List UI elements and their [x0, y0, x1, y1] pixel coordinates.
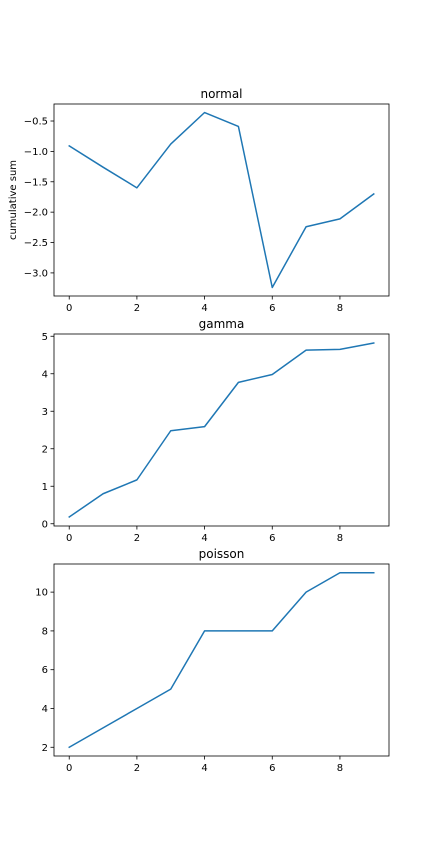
gamma-x-tick-label: 0	[66, 533, 72, 544]
gamma-x-tick-label: 4	[201, 533, 207, 544]
gamma-x-tick-label: 8	[337, 533, 343, 544]
poisson-y-tick-label: 2	[42, 743, 48, 754]
gamma-series-line	[68, 342, 375, 519]
normal-series-line	[68, 111, 375, 289]
normal-y-tick-label: −2.5	[24, 238, 48, 249]
poisson-x-tick-label: 8	[337, 763, 343, 774]
normal-subplot: 0 2 4 6 8 −0.5 −1.0 −1.5 −2.0 −2.5 −3.0 normal cumul…	[8, 87, 390, 314]
poisson-subplot: 0 2 4 6 8 2 4 6 8 10 poisson	[35, 547, 390, 774]
gamma-y-tick-label: 0	[42, 519, 48, 530]
gamma-y-tick-label: 2	[42, 444, 48, 455]
poisson-axes-frame	[53, 563, 390, 757]
poisson-series-line	[68, 571, 375, 749]
poisson-x-tick-label: 6	[269, 763, 275, 774]
normal-x-tick-label: 0	[66, 303, 72, 314]
gamma-y-tick-label: 5	[42, 332, 48, 343]
poisson-title: poisson	[199, 547, 245, 561]
gamma-x-tick-label: 2	[134, 533, 140, 544]
poisson-x-tick-label: 4	[201, 763, 207, 774]
normal-y-tick-label: −2.0	[24, 208, 48, 219]
normal-x-tick-label: 8	[337, 303, 343, 314]
gamma-subplot: 0 2 4 6 8 0 1 2 3 4 5 gamma	[42, 317, 390, 544]
gamma-x-tick-label: 6	[269, 533, 275, 544]
poisson-x-tick-label: 2	[134, 763, 140, 774]
poisson-x-tick-label: 0	[66, 763, 72, 774]
poisson-y-tick-label: 4	[42, 704, 48, 715]
gamma-title: gamma	[199, 317, 245, 331]
poisson-y-tick-label: 8	[42, 626, 48, 637]
normal-axes-frame	[53, 103, 390, 297]
normal-y-tick-label: −3.0	[24, 268, 48, 279]
normal-title: normal	[200, 87, 242, 101]
poisson-y-tick-label: 10	[35, 588, 48, 599]
normal-y-tick-label: −0.5	[24, 117, 48, 128]
normal-x-tick-label: 2	[134, 303, 140, 314]
gamma-y-tick-label: 3	[42, 407, 48, 418]
normal-y-tick-label: −1.5	[24, 177, 48, 188]
normal-y-tick-label: −1.0	[24, 147, 48, 158]
gamma-axes-frame	[53, 333, 390, 527]
gamma-y-tick-label: 1	[42, 482, 48, 493]
poisson-y-tick-label: 6	[42, 665, 48, 676]
normal-x-tick-label: 6	[269, 303, 275, 314]
normal-x-tick-label: 4	[201, 303, 207, 314]
gamma-y-tick-label: 4	[42, 369, 48, 380]
normal-y-axis-label: cumulative sum	[8, 160, 19, 240]
